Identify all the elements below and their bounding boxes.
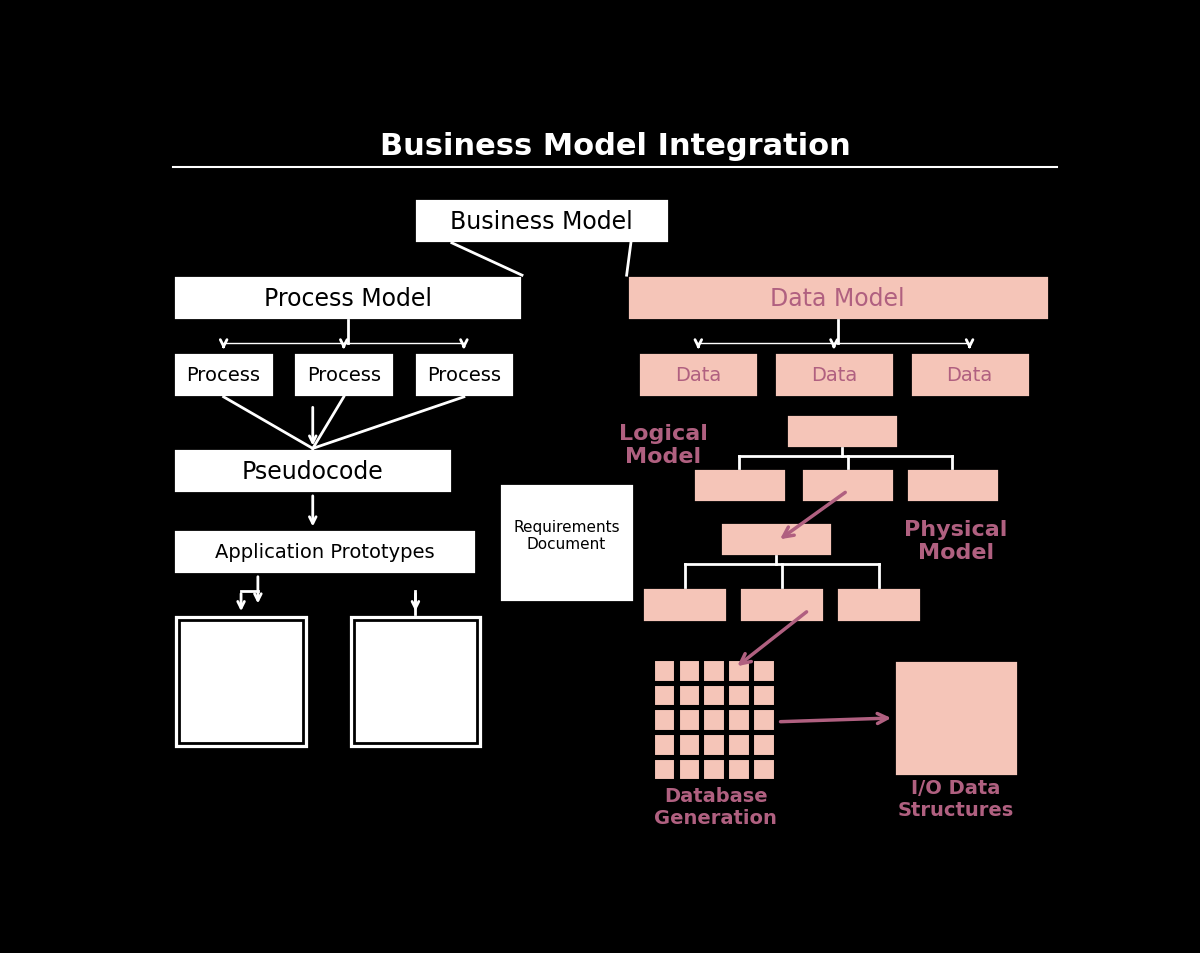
Bar — [894, 660, 1018, 776]
Bar — [906, 468, 998, 503]
Bar — [354, 620, 478, 742]
Bar — [499, 483, 635, 603]
Bar — [752, 685, 775, 706]
Bar — [728, 735, 750, 756]
Text: Process Model: Process Model — [264, 286, 432, 310]
Bar — [654, 660, 676, 682]
Text: I/O Data
Structures: I/O Data Structures — [898, 779, 1014, 820]
Bar — [180, 620, 302, 742]
Text: Data: Data — [947, 366, 992, 385]
Bar — [654, 759, 676, 781]
Bar — [642, 587, 727, 622]
Bar — [173, 353, 274, 397]
Bar — [414, 353, 515, 397]
Bar — [678, 685, 701, 706]
Bar — [293, 353, 394, 397]
Bar — [678, 759, 701, 781]
Bar — [836, 587, 922, 622]
Text: Process: Process — [307, 366, 380, 385]
Text: Requirements
Document: Requirements Document — [514, 519, 620, 552]
Bar — [728, 759, 750, 781]
Bar — [728, 660, 750, 682]
Text: Application
Programs: Application Programs — [365, 751, 466, 790]
Text: Physical
Model: Physical Model — [905, 519, 1008, 563]
Bar — [654, 735, 676, 756]
Bar — [910, 353, 1030, 397]
Bar — [173, 530, 475, 575]
Text: Data: Data — [676, 366, 721, 385]
Text: User
View Panels: User View Panels — [187, 751, 294, 790]
Bar — [692, 468, 786, 503]
Bar — [348, 615, 484, 749]
Bar — [703, 660, 725, 682]
Bar — [728, 710, 750, 731]
Text: Process: Process — [427, 366, 500, 385]
Bar — [654, 685, 676, 706]
Bar — [752, 710, 775, 731]
Bar — [752, 660, 775, 682]
Text: Business Model Integration: Business Model Integration — [379, 132, 851, 161]
Bar — [703, 685, 725, 706]
Text: Process: Process — [187, 366, 260, 385]
Bar — [703, 710, 725, 731]
Bar — [678, 735, 701, 756]
Bar — [626, 275, 1049, 320]
Bar — [414, 199, 670, 244]
Bar — [752, 735, 775, 756]
Bar — [678, 660, 701, 682]
Text: Application Prototypes: Application Prototypes — [215, 542, 434, 561]
Text: Database
Generation: Database Generation — [654, 786, 778, 827]
Bar — [703, 759, 725, 781]
Bar — [654, 710, 676, 731]
Text: Data: Data — [811, 366, 857, 385]
Text: Data Model: Data Model — [770, 286, 905, 310]
Bar — [678, 710, 701, 731]
Bar — [774, 353, 894, 397]
Text: Logical
Model: Logical Model — [619, 423, 708, 467]
Text: Business Model: Business Model — [450, 210, 632, 233]
Bar — [173, 615, 308, 749]
Bar — [703, 735, 725, 756]
Bar — [786, 415, 898, 449]
Bar — [802, 468, 894, 503]
Bar — [173, 275, 522, 320]
Bar — [638, 353, 758, 397]
Bar — [720, 522, 832, 557]
Bar — [739, 587, 824, 622]
Bar — [173, 449, 452, 494]
Bar — [752, 759, 775, 781]
Bar — [728, 685, 750, 706]
Text: Pseudocode: Pseudocode — [242, 459, 384, 483]
